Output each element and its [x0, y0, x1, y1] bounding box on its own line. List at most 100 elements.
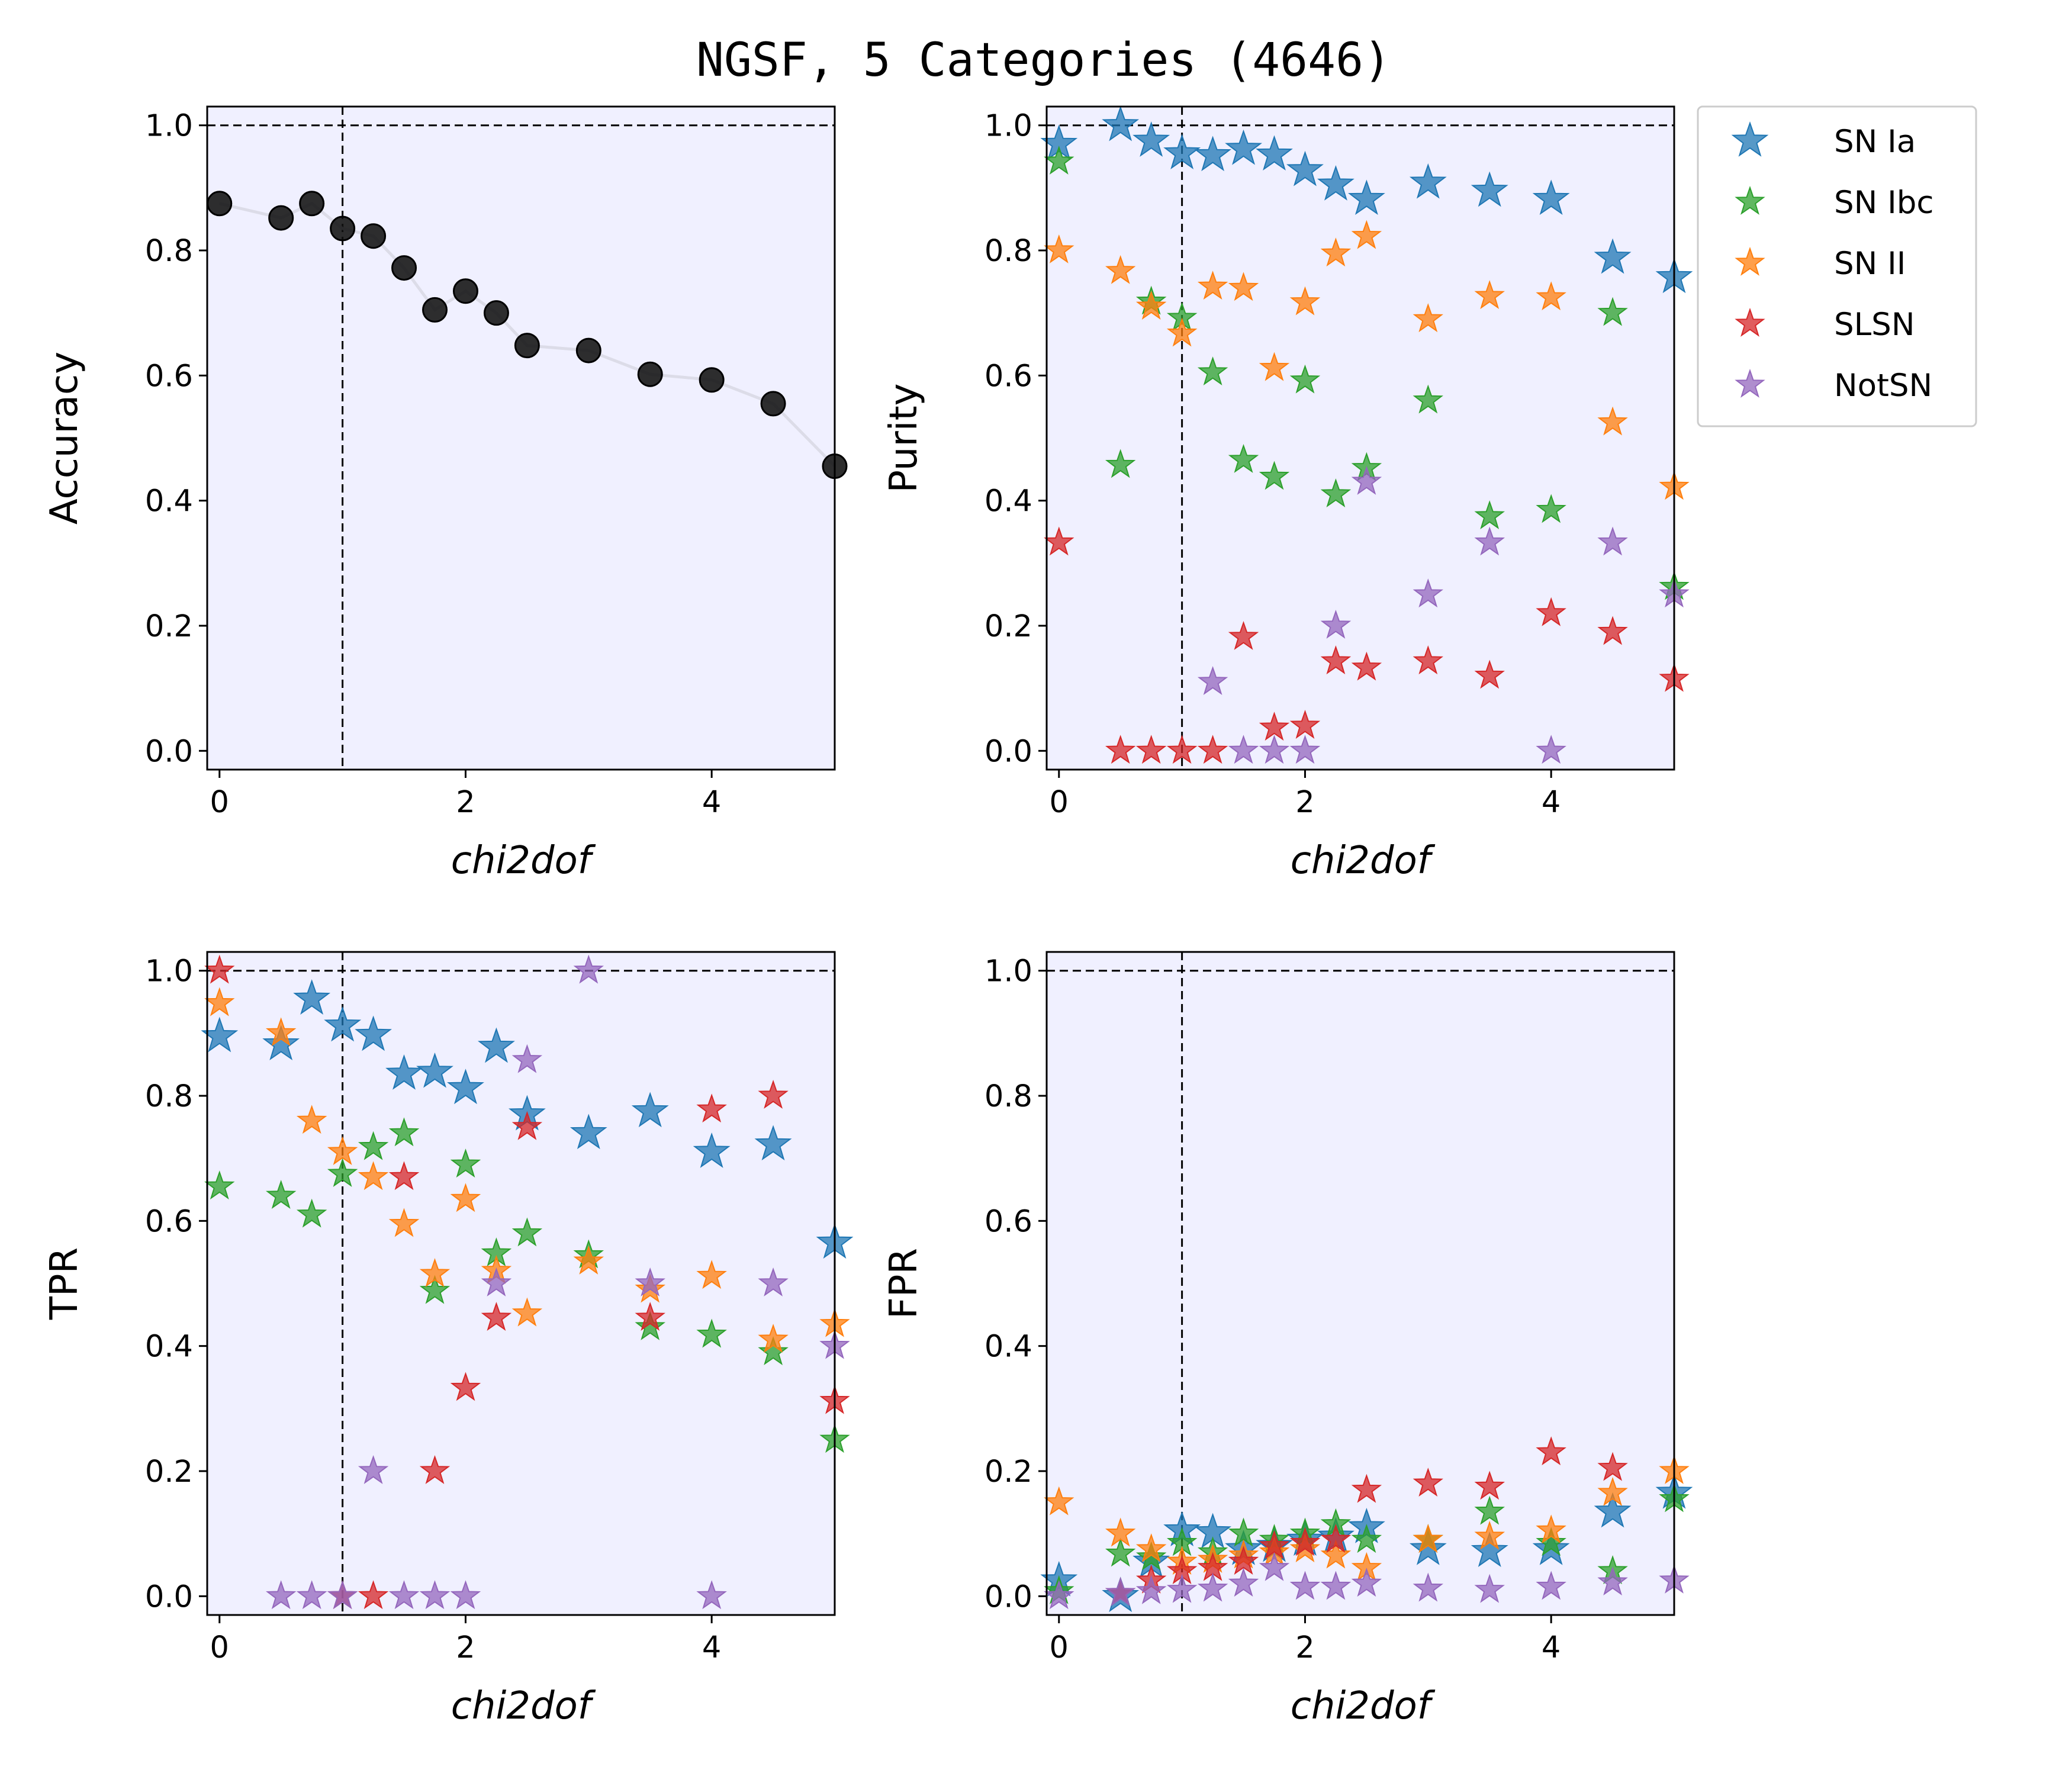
point-notsn — [1259, 735, 1290, 764]
point-notsn — [1351, 465, 1382, 495]
axes-layer: 0.00.20.40.60.81.00 2 4chi2dofAccuracy0.00… — [43, 105, 1693, 1728]
plot-area — [1047, 952, 1674, 1615]
legend-label-sn-ia: SN Ia — [1834, 124, 1916, 160]
point-slsn — [1228, 620, 1259, 650]
point-sn-ii — [1474, 1520, 1505, 1550]
accuracy-point — [575, 337, 601, 363]
x-tick-label: 0 — [1050, 1630, 1069, 1665]
point-sn-ibc — [1105, 449, 1136, 478]
x-tick-label: 4 — [1542, 785, 1561, 820]
y-tick-label: 0.6 — [145, 1204, 193, 1239]
accuracy-point — [391, 255, 417, 281]
y-tick-label: 0.2 — [145, 609, 193, 644]
y-axis-label: FPR — [882, 1248, 926, 1319]
point-notsn — [419, 1580, 451, 1610]
point-sn-ia — [1163, 134, 1201, 169]
accuracy-point — [207, 191, 233, 217]
point-sn-ia — [1471, 1532, 1508, 1567]
point-sn-ia — [1348, 179, 1385, 215]
y-tick-label: 0.2 — [984, 609, 1032, 644]
axes-frame — [206, 105, 836, 771]
y-tick-label: 0.4 — [984, 1330, 1032, 1365]
point-sn-ii — [1166, 317, 1198, 347]
accuracy-point — [452, 278, 478, 304]
point-sn-ii — [1105, 1517, 1136, 1547]
accuracy-point — [299, 191, 325, 217]
point-slsn — [1351, 1473, 1382, 1503]
point-sn-ibc — [635, 1311, 666, 1340]
point-notsn — [1597, 526, 1628, 556]
point-slsn — [1536, 597, 1566, 626]
point-sn-ia — [1225, 129, 1262, 165]
y-tick-label: 0.0 — [984, 734, 1032, 769]
point-slsn — [1597, 1452, 1628, 1481]
x-tick-label: 0 — [210, 785, 229, 820]
point-sn-ia — [1532, 179, 1570, 215]
point-notsn — [1228, 1568, 1259, 1597]
plot-area — [1047, 107, 1674, 770]
point-notsn — [1105, 1576, 1136, 1606]
point-slsn — [1289, 1527, 1321, 1556]
x-tick-label: 4 — [702, 785, 721, 820]
point-slsn — [696, 1093, 727, 1123]
x-tick-label: 2 — [1295, 785, 1314, 820]
x-tick-label: 4 — [702, 1630, 721, 1665]
point-sn-ia — [1256, 135, 1293, 171]
point-sn-ii — [1044, 234, 1074, 263]
point-notsn — [1197, 1572, 1228, 1602]
point-sn-ii — [1289, 286, 1321, 316]
point-slsn — [1044, 526, 1074, 556]
point-sn-ia — [324, 1006, 362, 1042]
point-sn-ibc — [388, 1117, 420, 1147]
panel-purity: 0.0 0.2 0.4 0.6 0.8 1.0 0 2 4 chi2dof Purity — [882, 105, 1693, 883]
point-sn-ii — [1597, 406, 1628, 436]
point-sn-ii — [1536, 1514, 1566, 1544]
point-sn-ibc — [1474, 500, 1505, 529]
y-tick-label: 0.0 — [145, 734, 193, 769]
point-sn-ii — [1105, 255, 1136, 284]
point-sn-ia — [1286, 150, 1324, 186]
point-sn-ibc — [758, 1336, 789, 1366]
point-sn-ibc — [1228, 443, 1259, 473]
x-axis-label: chi2dof — [451, 1684, 596, 1728]
point-slsn — [635, 1302, 665, 1331]
point-notsn — [1597, 1566, 1628, 1595]
point-slsn — [1413, 1468, 1443, 1497]
point-notsn — [1320, 609, 1352, 639]
panel-accuracy: 0.0 0.2 0.4 0.6 0.8 1.0 0 2 4 chi2dof Accuracy — [43, 105, 848, 883]
point-sn-ia — [570, 1114, 607, 1150]
point-slsn — [1259, 1530, 1290, 1559]
point-sn-ibc — [511, 1217, 543, 1247]
x-tick-label: 0 — [210, 1630, 229, 1665]
point-sn-ia — [1317, 165, 1354, 201]
point-sn-ibc — [450, 1148, 481, 1178]
point-sn-ia — [693, 1132, 731, 1168]
point-sn-ibc — [327, 1158, 358, 1187]
point-sn-ibc — [1320, 478, 1352, 507]
x-tick-label: 2 — [1295, 1630, 1314, 1665]
y-tick-label: 0.4 — [984, 484, 1032, 519]
point-sn-ia — [631, 1092, 669, 1128]
point-notsn — [1320, 1571, 1352, 1600]
point-sn-ii — [1351, 220, 1382, 249]
point-sn-ii — [388, 1208, 420, 1237]
y-tick-label: 0.8 — [984, 1079, 1032, 1114]
y-tick-label: 0.0 — [984, 1579, 1032, 1614]
y-tick-label: 0.0 — [145, 1579, 193, 1614]
point-sn-ibc — [1259, 461, 1290, 490]
figure-title: NGSF, 5 Categories (4646) — [696, 34, 1391, 87]
y-tick-label: 0.6 — [984, 1204, 1032, 1239]
legend-label-notsn: NotSN — [1834, 368, 1932, 404]
accuracy-point — [514, 333, 540, 359]
accuracy-point — [268, 205, 294, 231]
point-notsn — [1166, 1574, 1198, 1603]
legend-marker-notsn — [1735, 368, 1765, 398]
point-sn-ibc — [1228, 1517, 1259, 1547]
axes-frame — [1045, 951, 1675, 1616]
point-slsn — [1320, 645, 1352, 675]
point-slsn — [1597, 616, 1628, 645]
accuracy-point — [422, 297, 448, 323]
point-sn-ii — [1044, 1486, 1074, 1516]
point-sn-ii — [1413, 1524, 1443, 1553]
